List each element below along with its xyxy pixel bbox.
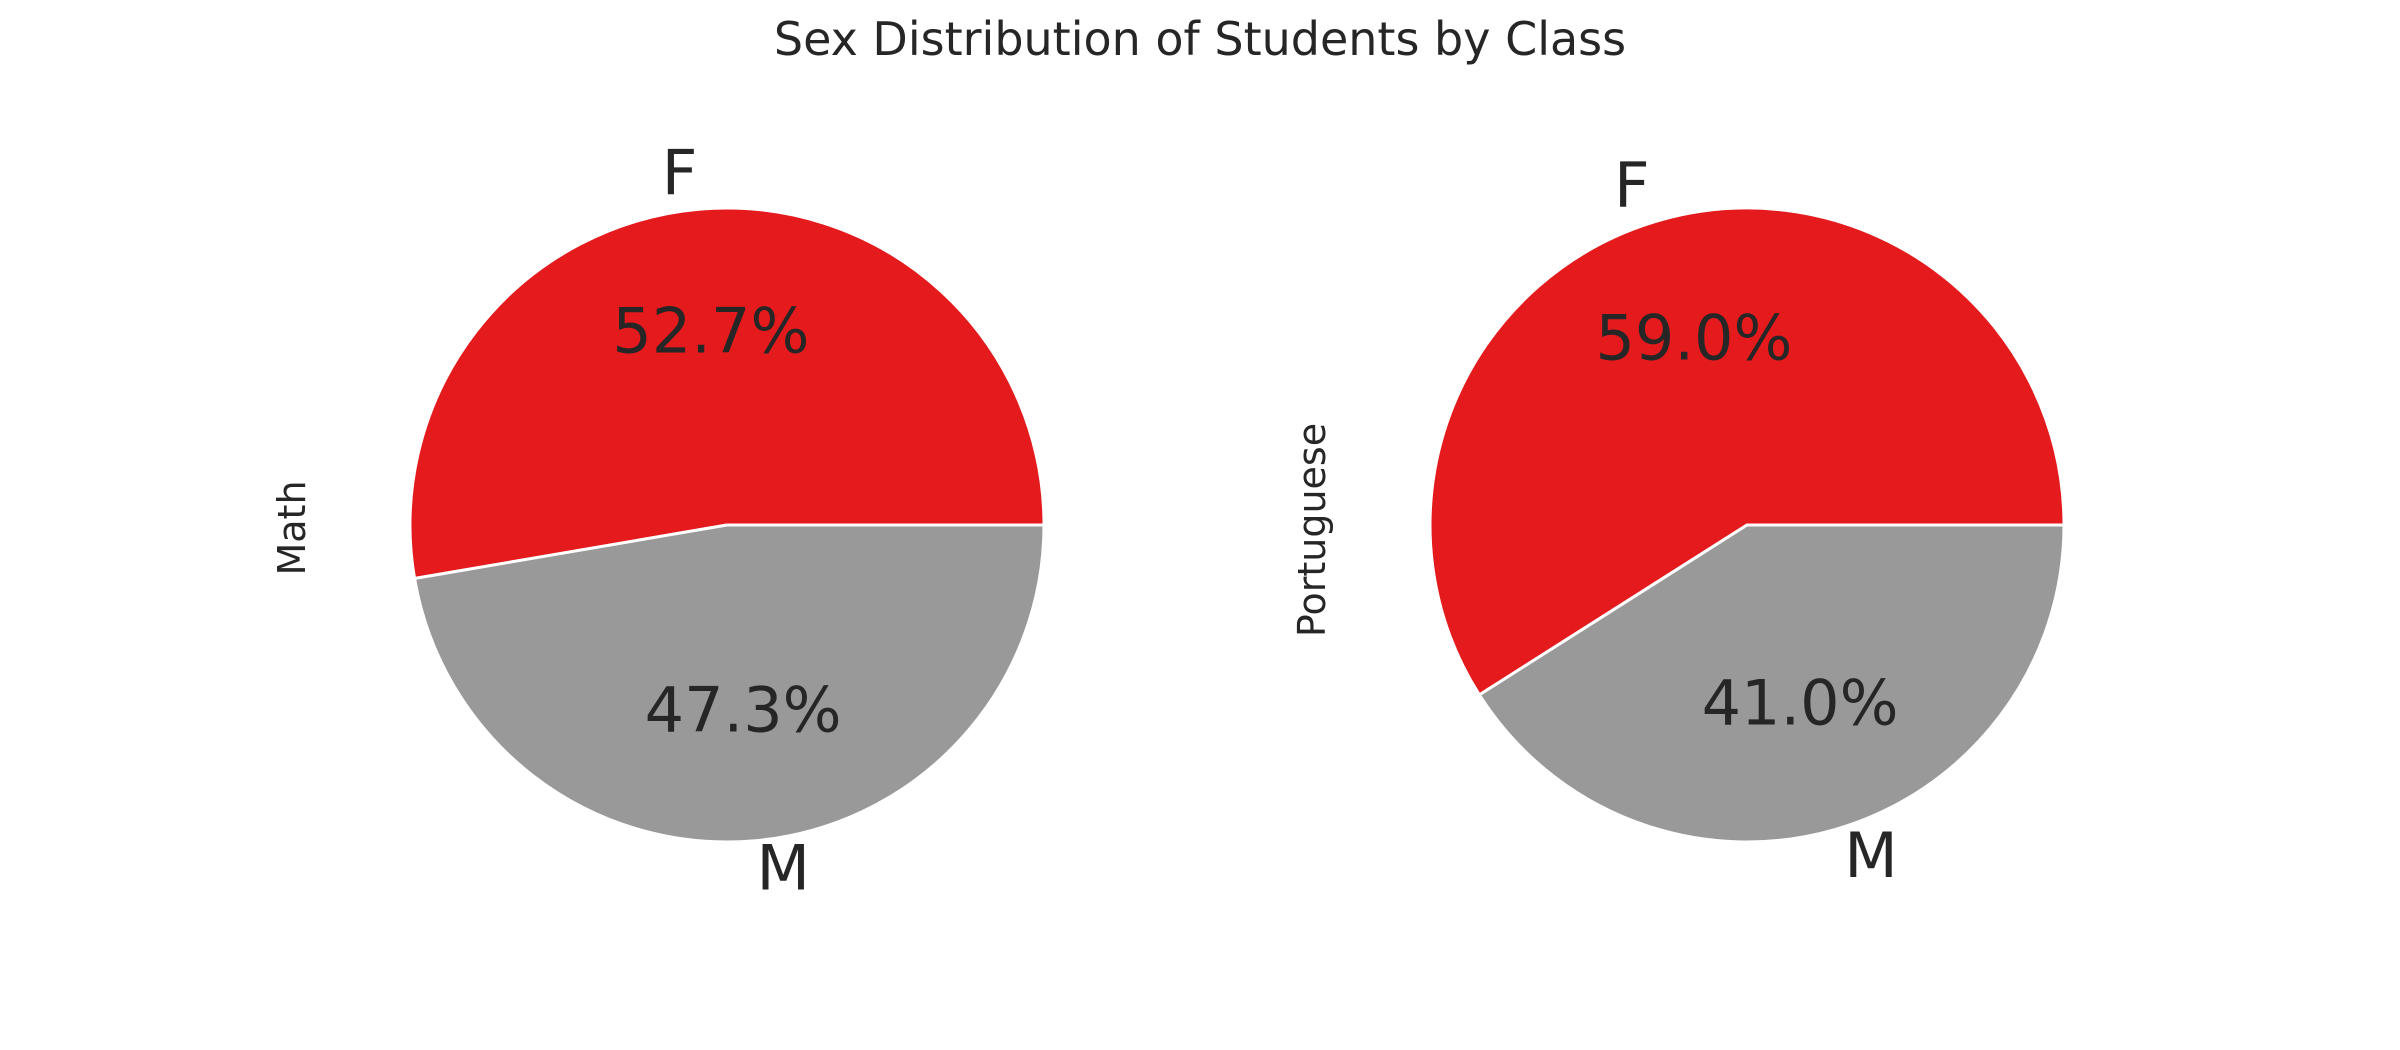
pie-math-percent-label-f: 52.7%	[612, 295, 809, 368]
pie-portuguese-category-label-m: M	[1844, 819, 1898, 892]
pie-math-category-label-f: F	[662, 137, 698, 210]
pie-portuguese-percent-label-m: 41.0%	[1702, 667, 1899, 740]
pie-portuguese-slice-m	[1477, 523, 2066, 844]
pie-portuguese-percent-label-f: 59.0%	[1595, 301, 1792, 374]
pie-math-percent-label-m: 47.3%	[645, 674, 842, 747]
figure-title: Sex Distribution of Students by Class	[774, 12, 1626, 66]
pie-portuguese-category-label-f: F	[1614, 149, 1650, 222]
pie-portuguese-slice-f	[1428, 206, 2066, 697]
pie-chart-math: Math F 52.7% M 47.3%	[270, 137, 1046, 905]
pie-math-slice-m	[413, 523, 1046, 844]
pie-math-category-label-m: M	[757, 832, 811, 905]
pie-math-ylabel: Math	[270, 480, 314, 575]
pie-math-slice-f	[408, 206, 1046, 581]
pie-chart-portuguese: Portuguese F 59.0% M 41.0%	[1290, 149, 2066, 892]
pie-portuguese-ylabel: Portuguese	[1290, 423, 1334, 637]
